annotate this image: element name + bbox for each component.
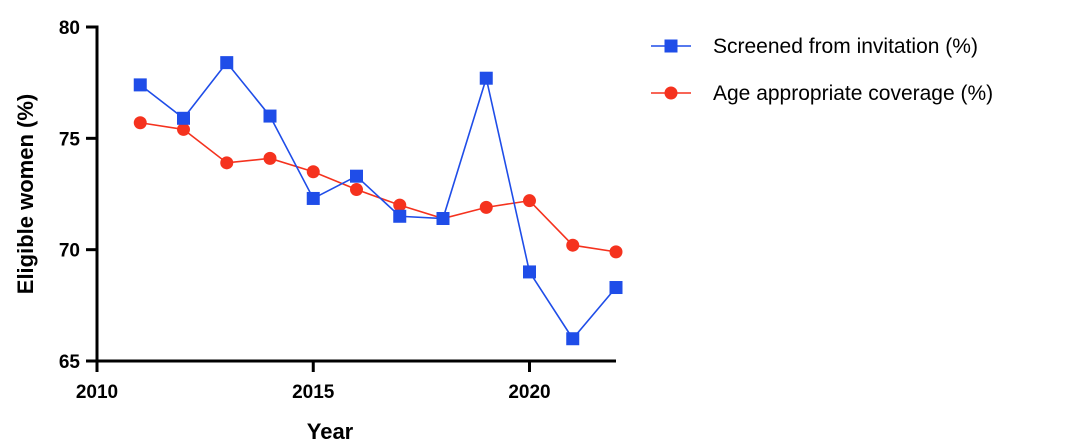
series-line — [140, 121, 617, 253]
data-point-circle — [350, 183, 363, 197]
y-tick-label: 70 — [59, 241, 80, 262]
data-point-circle — [523, 194, 536, 208]
ticks: 65 70 75 80 2010 2015 2020 — [59, 18, 551, 403]
data-point-square — [436, 211, 450, 225]
data-point-circle — [609, 245, 623, 259]
legend-marker-square — [664, 39, 678, 53]
data-point-circle — [263, 151, 277, 165]
legend-label: Age appropriate coverage (%) — [713, 82, 993, 105]
data-point-circle — [306, 165, 320, 179]
data-point-circle — [220, 156, 234, 170]
data-point-circle — [177, 122, 190, 136]
data-point-circle — [566, 238, 580, 252]
y-axis-title: Eligible women (%) — [13, 94, 38, 294]
data-point-square — [133, 78, 147, 92]
data-point-circle — [393, 198, 407, 212]
data-point-circle — [479, 200, 493, 214]
series-line — [139, 61, 617, 341]
x-tick-label: 2020 — [508, 382, 550, 403]
data-point-square — [220, 56, 234, 70]
y-tick-label: 80 — [59, 18, 80, 39]
legend-marker-circle — [664, 86, 678, 100]
x-tick-label: 2010 — [76, 382, 118, 403]
data-point-square — [479, 71, 493, 85]
data-point-square — [566, 332, 580, 346]
legend-label: Screened from invitation (%) — [713, 35, 978, 58]
data-point-square — [263, 109, 277, 123]
data-point-square — [393, 209, 407, 223]
y-tick-label: 75 — [59, 129, 81, 150]
legend: Screened from invitation (%) Age appropri… — [651, 35, 993, 105]
data-point-circle — [133, 116, 147, 130]
series-layer — [133, 56, 623, 346]
x-axis-title: Year — [307, 419, 354, 444]
x-tick-label: 2015 — [292, 382, 335, 403]
data-point-square — [350, 169, 363, 183]
y-tick-label: 65 — [59, 352, 81, 373]
data-point-square — [177, 111, 190, 125]
data-point-square — [523, 265, 536, 279]
data-point-square — [306, 191, 320, 205]
data-point-square — [609, 281, 623, 295]
